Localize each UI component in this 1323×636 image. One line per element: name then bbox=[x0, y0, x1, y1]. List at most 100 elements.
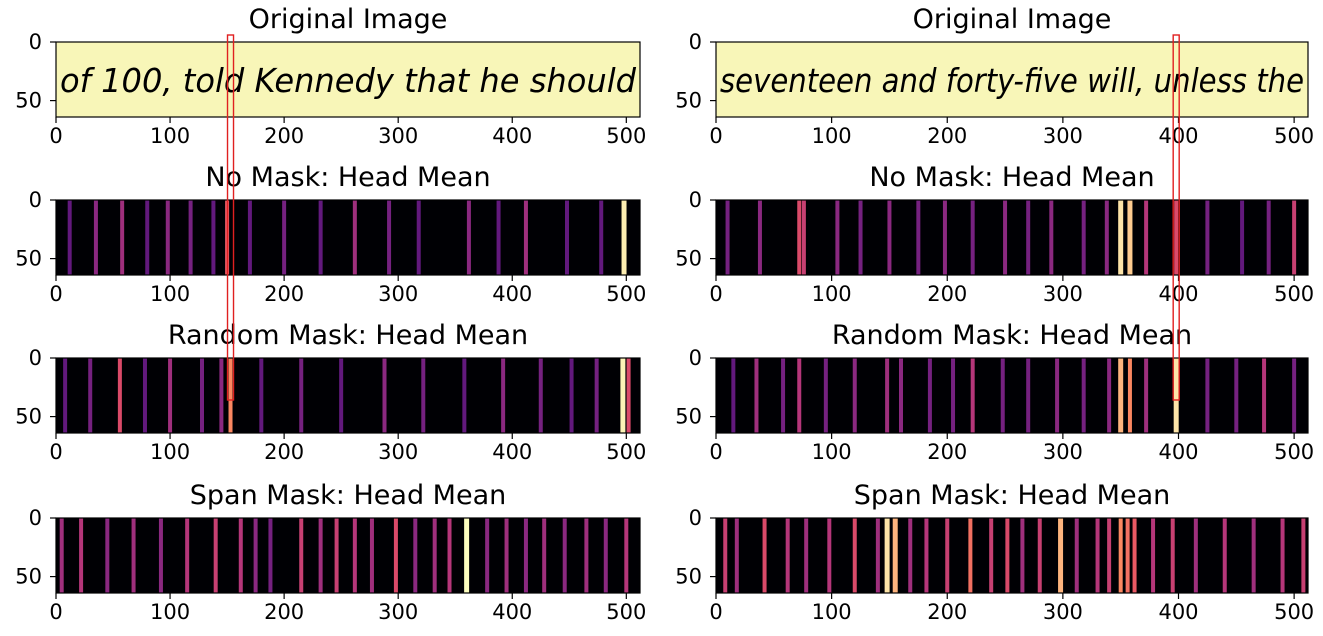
x-tick-label: 100 bbox=[150, 282, 190, 306]
x-tick-label: 100 bbox=[812, 124, 852, 148]
attention-column bbox=[352, 518, 357, 593]
panel-title: No Mask: Head Mean bbox=[869, 162, 1154, 193]
attention-column bbox=[1049, 200, 1054, 275]
heatmap-frame bbox=[55, 199, 641, 276]
heatmap-panel: No Mask: Head Mean 0 100 200 300 400 500 0 50 bbox=[15, 162, 646, 306]
attention-column bbox=[1173, 358, 1179, 433]
x-tick-label: 0 bbox=[49, 124, 62, 148]
y-tick-label: 50 bbox=[15, 247, 42, 271]
attention-column bbox=[899, 358, 903, 433]
attention-column bbox=[1005, 518, 1010, 593]
attention-column bbox=[93, 200, 98, 275]
attention-column bbox=[785, 518, 790, 593]
attention-column bbox=[282, 200, 287, 275]
attention-column bbox=[1280, 518, 1285, 593]
x-tick-label: 0 bbox=[49, 440, 62, 464]
attention-column bbox=[1144, 200, 1149, 275]
heatmap-frame bbox=[715, 517, 1309, 594]
panel-title: No Mask: Head Mean bbox=[205, 162, 490, 193]
y-tick-label: 50 bbox=[15, 89, 42, 113]
y-tick-label: 50 bbox=[675, 405, 702, 429]
attention-column bbox=[1234, 358, 1239, 433]
x-tick-label: 400 bbox=[492, 440, 532, 464]
x-tick-label: 400 bbox=[492, 124, 532, 148]
attention-column bbox=[1205, 358, 1210, 433]
x-tick-label: 300 bbox=[378, 124, 418, 148]
attention-column bbox=[968, 518, 973, 593]
x-tick-label: 400 bbox=[1158, 440, 1198, 464]
y-tick-label: 50 bbox=[15, 565, 42, 589]
attention-column bbox=[1081, 358, 1086, 433]
original-image-frame bbox=[715, 41, 1309, 118]
handwriting-image bbox=[716, 42, 1308, 117]
attention-column bbox=[299, 358, 304, 433]
attention-column bbox=[188, 200, 193, 275]
x-tick-label: 0 bbox=[49, 282, 62, 306]
x-tick-label: 500 bbox=[606, 600, 646, 624]
attention-column bbox=[1003, 200, 1008, 275]
attention-column bbox=[253, 518, 258, 593]
attention-column bbox=[989, 518, 994, 593]
attention-column bbox=[432, 518, 437, 593]
attention-column bbox=[942, 200, 947, 275]
y-tick-label: 50 bbox=[675, 565, 702, 589]
attention-column bbox=[603, 518, 608, 593]
heatmap-background bbox=[56, 518, 640, 593]
attention-column bbox=[369, 518, 374, 593]
x-tick-label: 200 bbox=[927, 282, 967, 306]
attention-column bbox=[339, 358, 344, 433]
attention-column bbox=[599, 200, 604, 275]
x-tick-label: 0 bbox=[709, 282, 722, 306]
attention-column bbox=[105, 518, 110, 593]
x-tick-label: 300 bbox=[378, 600, 418, 624]
attention-column bbox=[626, 358, 631, 433]
attention-column bbox=[1074, 518, 1079, 593]
attention-column bbox=[1081, 200, 1086, 275]
attention-column bbox=[117, 358, 122, 433]
attention-column bbox=[464, 518, 470, 593]
attention-column bbox=[318, 518, 323, 593]
attention-column bbox=[1132, 518, 1137, 593]
attention-column bbox=[951, 358, 956, 433]
attention-column bbox=[734, 518, 739, 593]
attention-column bbox=[268, 518, 273, 593]
attention-column bbox=[1026, 200, 1031, 275]
attention-column bbox=[165, 200, 170, 275]
attention-column bbox=[1127, 200, 1133, 275]
attention-column bbox=[523, 518, 528, 593]
y-tick-label: 0 bbox=[689, 30, 702, 54]
heatmap-panel: Span Mask: Head Mean 0 100 200 300 400 500 0 50 bbox=[675, 480, 1314, 624]
heatmap-background bbox=[716, 358, 1308, 433]
attention-column bbox=[538, 358, 543, 433]
x-tick-label: 0 bbox=[709, 600, 722, 624]
original-image-frame bbox=[55, 41, 641, 118]
attention-column bbox=[823, 358, 828, 433]
x-tick-label: 200 bbox=[927, 124, 967, 148]
x-tick-label: 100 bbox=[812, 282, 852, 306]
attention-column bbox=[131, 518, 136, 593]
attention-column bbox=[1292, 358, 1297, 433]
x-tick-label: 0 bbox=[709, 440, 722, 464]
heatmap-background bbox=[56, 200, 640, 275]
attention-column bbox=[562, 518, 567, 593]
attention-column bbox=[67, 200, 72, 275]
attention-column bbox=[1144, 358, 1149, 433]
attention-column bbox=[569, 358, 574, 433]
y-tick-label: 50 bbox=[675, 89, 702, 113]
heatmap-background bbox=[716, 518, 1308, 593]
x-tick-label: 300 bbox=[378, 440, 418, 464]
attention-column bbox=[413, 518, 418, 593]
attention-column bbox=[1118, 358, 1124, 433]
attention-column bbox=[334, 518, 339, 593]
x-tick-label: 500 bbox=[1274, 124, 1314, 148]
y-tick-label: 50 bbox=[15, 405, 42, 429]
attention-column bbox=[1301, 518, 1306, 593]
attention-column bbox=[1037, 518, 1042, 593]
attention-column bbox=[908, 518, 913, 593]
attention-column bbox=[757, 200, 762, 275]
x-tick-label: 300 bbox=[1043, 282, 1083, 306]
attention-column bbox=[804, 518, 809, 593]
panel-title: Original Image bbox=[249, 4, 448, 35]
panel-title: Span Mask: Head Mean bbox=[854, 480, 1171, 511]
